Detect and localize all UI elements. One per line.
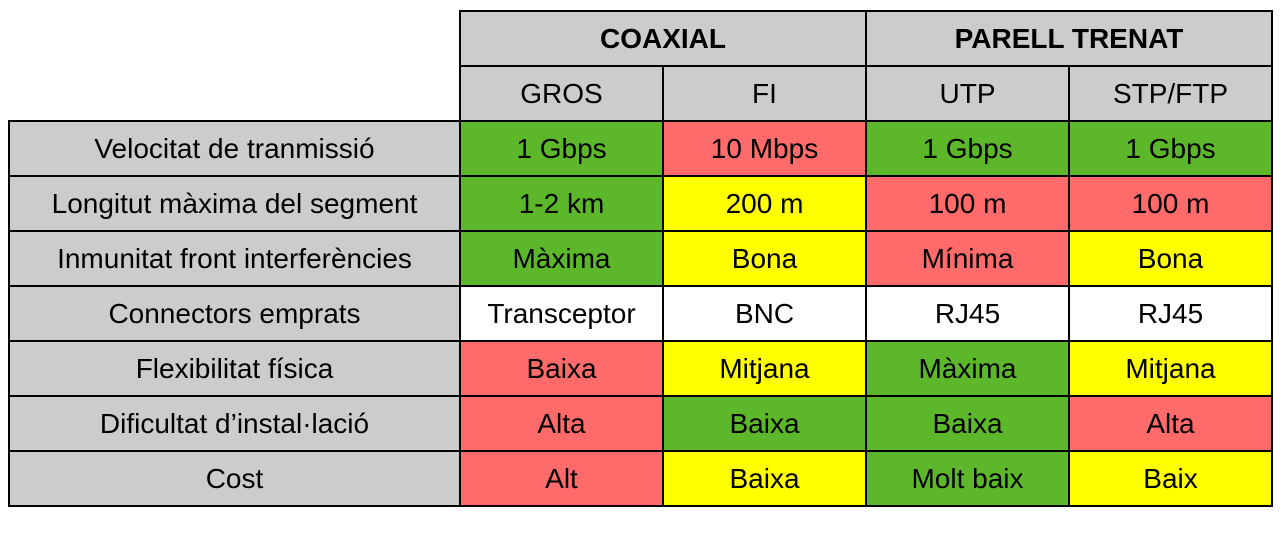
subheader-row: GROS FI UTP STP/FTP [9, 65, 1273, 122]
table-row: Inmunitat front interferències Màxima Bona… [8, 230, 1273, 287]
subheader-utp: UTP [865, 65, 1070, 122]
table-row: Velocitat de tranmissió 1 Gbps 10 Mbps 1 Gb… [8, 120, 1273, 177]
table-cell: 1 Gbps [865, 120, 1070, 177]
empty-corner-cell [9, 11, 460, 66]
table-cell: Transceptor [459, 285, 664, 342]
comparison-table: COAXIAL PARELL TRENAT GROS FI UTP STP/FT… [8, 10, 1273, 507]
table-row: Cost Alt Baixa Molt baix Baix [8, 450, 1273, 507]
table-cell: 1 Gbps [459, 120, 664, 177]
row-label: Inmunitat front interferències [8, 230, 461, 287]
table-cell: Màxima [459, 230, 664, 287]
table-cell: 100 m [865, 175, 1070, 232]
table-cell: 1-2 km [459, 175, 664, 232]
table-cell: Molt baix [865, 450, 1070, 507]
row-label: Flexibilitat física [8, 340, 461, 397]
table-cell: Baixa [459, 340, 664, 397]
row-label: Cost [8, 450, 461, 507]
table-row: Longitut màxima del segment 1-2 km 200 m 10… [8, 175, 1273, 232]
table-cell: BNC [662, 285, 867, 342]
table-cell: 200 m [662, 175, 867, 232]
table-cell: RJ45 [865, 285, 1070, 342]
table-cell: 100 m [1068, 175, 1273, 232]
table-row: Connectors emprats Transceptor BNC RJ45 RJ45 [8, 285, 1273, 342]
table-cell: Mitjana [1068, 340, 1273, 397]
group-header-coaxial: COAXIAL [459, 10, 867, 67]
table-cell: 1 Gbps [1068, 120, 1273, 177]
table-cell: Baixa [662, 450, 867, 507]
group-header-parell-trenat: PARELL TRENAT [865, 10, 1273, 67]
table-cell: Baixa [662, 395, 867, 452]
table-cell: RJ45 [1068, 285, 1273, 342]
table-cell: Baixa [865, 395, 1070, 452]
subheader-gros: GROS [459, 65, 664, 122]
table-cell: Alt [459, 450, 664, 507]
table-cell: Baix [1068, 450, 1273, 507]
table-row: Flexibilitat física Baixa Mitjana Màxima Mit… [8, 340, 1273, 397]
table-row: Dificultat d’instal·lació Alta Baixa Baixa A… [8, 395, 1273, 452]
group-header-row: COAXIAL PARELL TRENAT [9, 10, 1273, 67]
row-label: Connectors emprats [8, 285, 461, 342]
table-cell: Alta [1068, 395, 1273, 452]
row-label: Dificultat d’instal·lació [8, 395, 461, 452]
table-cell: 10 Mbps [662, 120, 867, 177]
subheader-fi: FI [662, 65, 867, 122]
row-label: Velocitat de tranmissió [8, 120, 461, 177]
table-cell: Màxima [865, 340, 1070, 397]
table-cell: Mínima [865, 230, 1070, 287]
table-cell: Bona [1068, 230, 1273, 287]
table-cell: Alta [459, 395, 664, 452]
row-label: Longitut màxima del segment [8, 175, 461, 232]
table-body: Velocitat de tranmissió 1 Gbps 10 Mbps 1 Gb… [8, 120, 1273, 507]
table-cell: Mitjana [662, 340, 867, 397]
subheader-stp-ftp: STP/FTP [1068, 65, 1273, 122]
empty-corner-cell [9, 66, 460, 121]
table-cell: Bona [662, 230, 867, 287]
